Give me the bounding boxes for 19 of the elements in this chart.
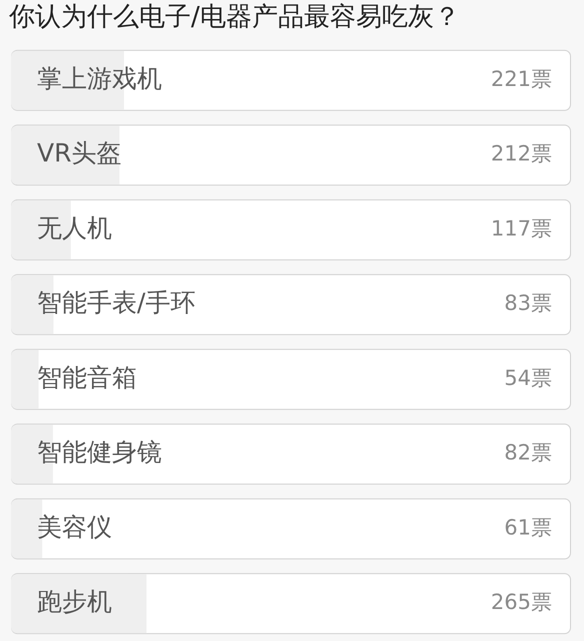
- y-tick-label: 无人机: [37, 213, 112, 242]
- y-tick-label: 美容仪: [37, 512, 112, 542]
- chart-title: 你认为什么电子/电器产品最容易吃灰？: [8, 1, 461, 34]
- data-label: 61票: [504, 515, 552, 540]
- data-label: 212票: [490, 142, 552, 166]
- bar: [11, 574, 147, 634]
- y-tick-label: 智能手表/手环: [37, 288, 196, 318]
- data-label: 221票: [490, 66, 552, 91]
- y-tick-label: 掌上游戏机: [37, 64, 162, 93]
- y-tick-label: 跑步机: [37, 587, 112, 616]
- bar: [11, 350, 39, 409]
- data-label: 83票: [504, 291, 552, 316]
- y-tick-label: VR头盔: [37, 138, 122, 168]
- data-label: 117票: [490, 216, 552, 240]
- y-tick-label: 智能健身镜: [37, 438, 162, 467]
- data-label: 82票: [504, 440, 552, 465]
- y-tick-label: 智能音箱: [37, 362, 137, 392]
- data-label: 265票: [490, 590, 552, 614]
- data-label: 54票: [504, 366, 552, 390]
